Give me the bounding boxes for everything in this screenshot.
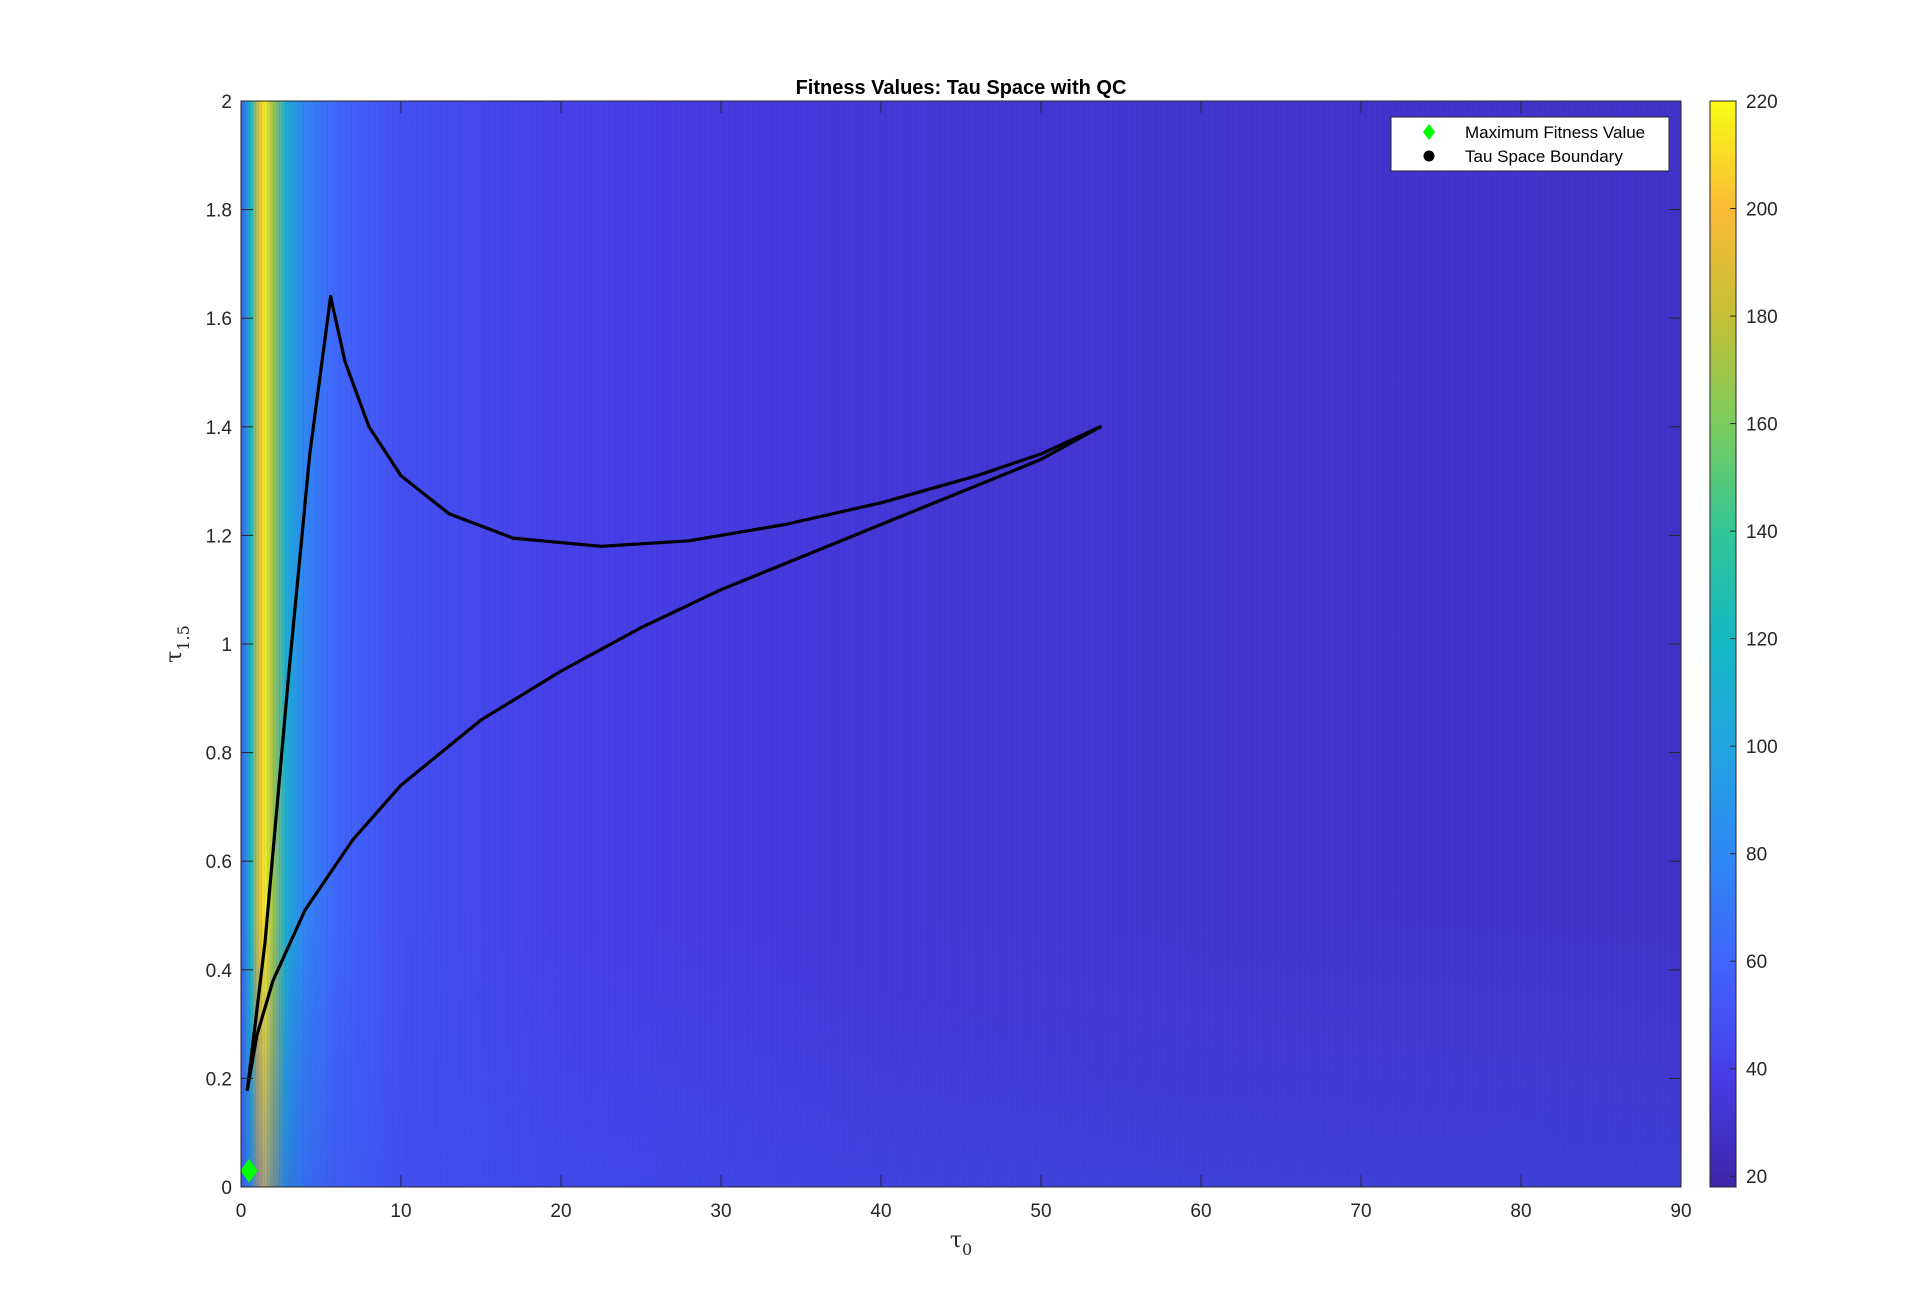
boundary-curve-3 (245, 425, 1102, 1091)
colorbar-tick-label: 160 (1746, 415, 1778, 436)
y-tick-label: 0.8 (206, 744, 232, 765)
y-tick-label: 2 (221, 92, 232, 113)
x-axis-label-main: τ (950, 1228, 962, 1253)
x-tick-label: 0 (236, 1201, 247, 1222)
x-tick-label: 90 (1670, 1201, 1691, 1222)
colorbar-scale (1709, 100, 1737, 1188)
legend-circle-icon (1423, 150, 1435, 162)
y-tick-label: 0 (221, 1178, 232, 1199)
series-layer (241, 294, 1102, 1183)
boundary-curve-1 (245, 294, 333, 1091)
x-tick-label: 10 (390, 1201, 411, 1222)
x-axis-label: τ0 (950, 1228, 972, 1259)
max-fitness-marker (241, 1158, 258, 1183)
legend: Maximum Fitness Value Tau Space Boundary (1390, 116, 1670, 172)
legend-box (1390, 116, 1670, 172)
colorbar-tick-label: 60 (1746, 952, 1767, 973)
axes: 0 10 20 30 40 50 60 70 80 90 0 0.2 0.4 0.6 0.8 1 1.2 1.4 1… (206, 92, 1692, 1222)
x-tick-label: 30 (710, 1201, 731, 1222)
x-tick-label: 40 (870, 1201, 891, 1222)
y-tick-label: 1.2 (206, 526, 232, 547)
boundary-curve-2 (329, 294, 1102, 548)
y-axis-label-main: τ (162, 651, 187, 663)
heatmap-plot-area (241, 101, 1681, 1187)
chart-title: Fitness Values: Tau Space with QC (796, 77, 1127, 99)
y-tick-label: 0.4 (206, 961, 233, 982)
y-tick-label: 1.4 (206, 418, 233, 439)
x-tick-label: 60 (1190, 1201, 1211, 1222)
x-tick-label: 70 (1350, 1201, 1371, 1222)
legend-diamond-icon (1423, 124, 1435, 140)
y-tick-label: 1.6 (206, 309, 232, 330)
colorbar-tick-label: 200 (1746, 200, 1778, 221)
y-tick-label: 0.2 (206, 1069, 232, 1090)
colorbar-tick-label: 40 (1746, 1060, 1767, 1081)
legend-entry-label: Tau Space Boundary (1465, 147, 1623, 166)
y-tick-label: 1.8 (206, 201, 232, 222)
colorbar-tick-label: 80 (1746, 845, 1767, 866)
colorbar-tick-label: 180 (1746, 307, 1778, 328)
y-tick-label: 0.6 (206, 852, 232, 873)
colorbar-tick-label: 20 (1746, 1167, 1767, 1188)
legend-entry-label: Maximum Fitness Value (1465, 123, 1645, 142)
y-axis-label: τ1.5 (162, 625, 193, 663)
colorbar-tick-label: 220 (1746, 92, 1778, 113)
colorbar-tick-label: 100 (1746, 737, 1778, 758)
colorbar: 20 40 60 80 100 120 140 160 180 200 220 (1709, 92, 1778, 1188)
x-axis-label-subscript: 0 (962, 1240, 972, 1259)
x-tick-label: 20 (550, 1201, 571, 1222)
colorbar-tick-label: 120 (1746, 630, 1778, 651)
x-tick-label: 80 (1510, 1201, 1531, 1222)
x-tick-label: 50 (1030, 1201, 1051, 1222)
heatmap-bottom-glow (241, 101, 1681, 1187)
y-axis-label-subscript: 1.5 (174, 625, 193, 650)
y-tick-label: 1 (221, 635, 232, 656)
colorbar-tick-label: 140 (1746, 522, 1778, 543)
